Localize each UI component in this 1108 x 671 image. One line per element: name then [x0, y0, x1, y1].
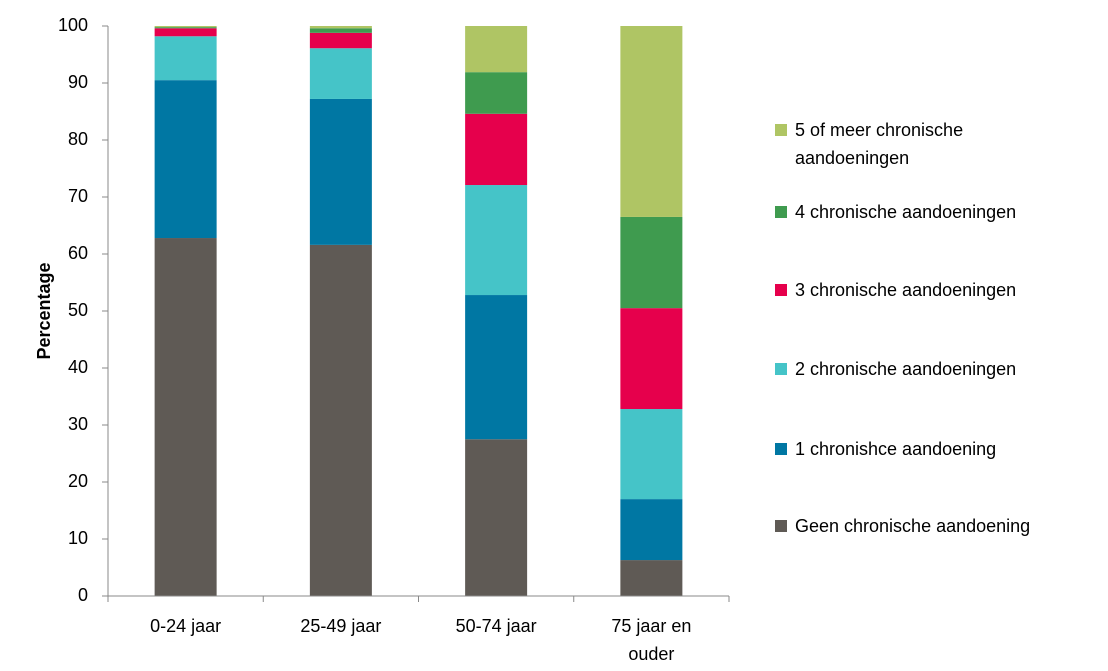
x-tick-label: 50-74 jaar: [455, 616, 537, 636]
legend-entry: 5 of meer chronische aandoeningen: [775, 116, 1075, 172]
y-tick-label: 60: [68, 243, 88, 263]
legend-entry: 4 chronische aandoeningen: [775, 198, 1075, 226]
legend-label: 5 of meer chronische aandoeningen: [795, 120, 964, 168]
legend-label: 4 chronische aandoeningen: [795, 202, 1017, 222]
bar-segment: [154, 238, 217, 597]
bar-segment: [154, 27, 217, 29]
legend-label: 3 chronische aandoeningen: [795, 280, 1017, 300]
y-tick-label: 0: [78, 585, 88, 605]
bar-segment: [465, 113, 528, 186]
legend-swatch: [775, 206, 787, 218]
bar-segment: [465, 72, 528, 114]
bar-segment: [620, 26, 683, 217]
y-tick-label: 10: [68, 528, 88, 548]
legend-swatch: [775, 284, 787, 296]
legend-swatch: [775, 363, 787, 375]
bar-segment: [465, 26, 528, 73]
legend-entry: 2 chronische aandoeningen: [775, 355, 1075, 383]
x-tick-label: 25-49 jaar: [300, 616, 382, 636]
bar-segment: [620, 308, 683, 410]
y-tick-label: 50: [68, 300, 88, 320]
legend-entry: 3 chronische aandoeningen: [775, 276, 1075, 304]
bar-segment: [620, 216, 683, 309]
y-tick-label: 90: [68, 72, 88, 92]
x-tick-label: 0-24 jaar: [150, 616, 222, 636]
y-axis-title: Percentage: [34, 262, 54, 359]
bar-segment: [309, 32, 372, 49]
bar-segment: [620, 560, 683, 596]
bar-segment: [309, 48, 372, 99]
bar-segment: [309, 98, 372, 245]
bar-segment: [465, 439, 528, 596]
legend-swatch: [775, 124, 787, 136]
legend-entry: 1 chronishce aandoening: [775, 435, 1075, 463]
legend-entry: Geen chronische aandoening: [775, 512, 1075, 540]
bar-segment: [465, 185, 528, 296]
bar-segment: [620, 499, 683, 561]
legend-label: Geen chronische aandoening: [795, 516, 1031, 536]
bar-segment: [465, 295, 528, 440]
bar-segment: [309, 244, 372, 596]
y-tick-label: 20: [68, 471, 88, 491]
bar-segment: [154, 80, 217, 239]
bar-segment: [154, 26, 217, 28]
bar-segment: [309, 28, 372, 33]
y-tick-label: 80: [68, 129, 88, 149]
x-tick-label: 75 jaar en ouder: [611, 616, 692, 664]
y-tick-label: 70: [68, 186, 88, 206]
y-tick-label: 100: [58, 15, 88, 35]
bar-segment: [620, 409, 683, 500]
legend-label: 1 chronishce aandoening: [795, 439, 997, 459]
y-tick-label: 40: [68, 357, 88, 377]
legend-swatch: [775, 443, 787, 455]
bar-segment: [154, 28, 217, 37]
y-tick-label: 30: [68, 414, 88, 434]
bar-segment: [309, 26, 372, 29]
bar-segment: [154, 36, 217, 81]
legend-swatch: [775, 520, 787, 532]
legend-label: 2 chronische aandoeningen: [795, 359, 1017, 379]
